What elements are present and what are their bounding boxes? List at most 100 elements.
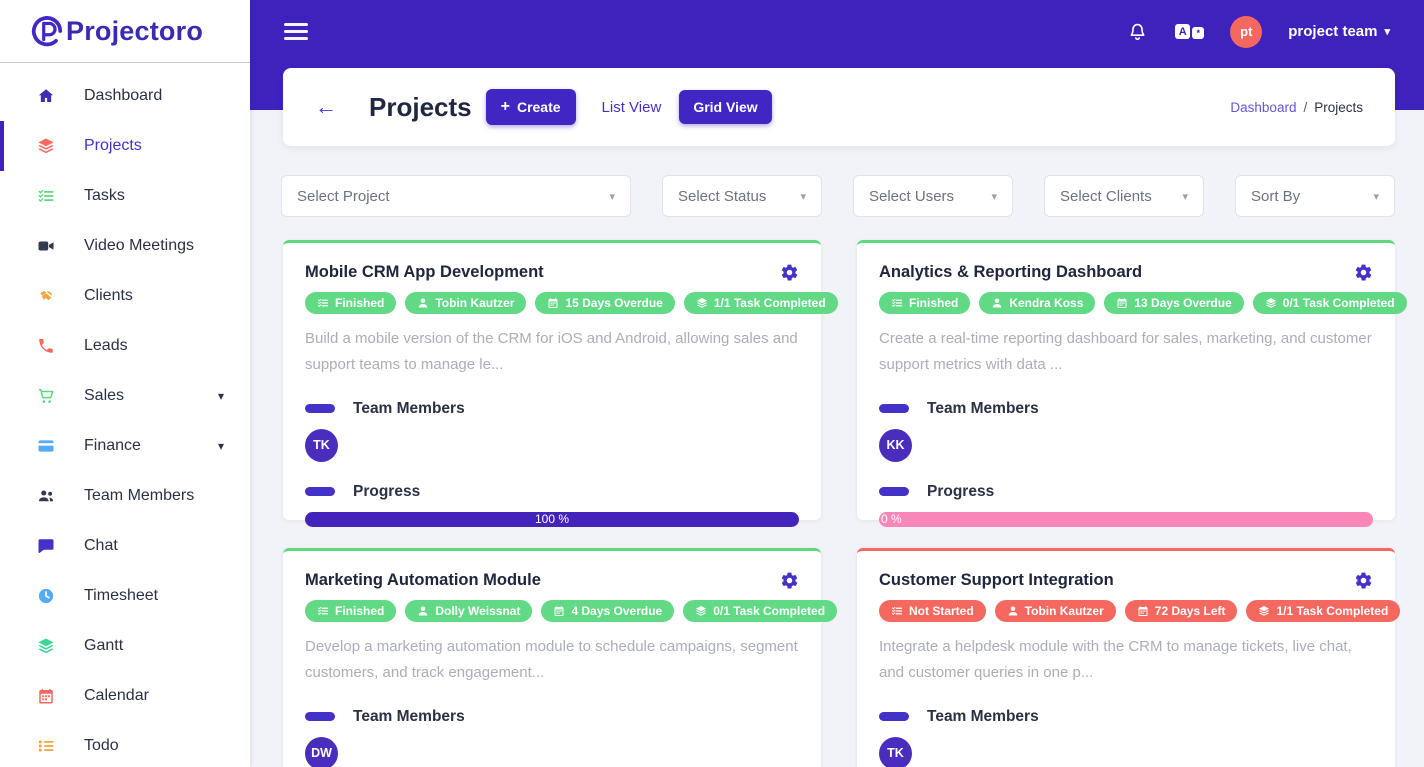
project-title: Customer Support Integration [879,571,1114,589]
project-description: Integrate a helpdesk module with the CRM… [879,638,1352,682]
sidebar-item-label: Chat [84,537,118,554]
sidebar-item-leads[interactable]: Leads [0,321,250,371]
sidebar-item-dashboard[interactable]: Dashboard [0,71,250,121]
person-icon [417,297,429,309]
dash-icon [305,712,335,721]
sidebar-item-clients[interactable]: Clients [0,271,250,321]
status-badge: Finished [305,600,397,622]
plus-icon: + [500,98,510,115]
sidebar: Projectoro Dashboard Projects Tasks Vide… [0,0,250,767]
logo-icon [30,14,64,48]
gear-icon[interactable] [1354,263,1373,282]
status-badge: Not Started [879,600,986,622]
gear-icon[interactable] [780,263,799,282]
due-date-badge: 15 Days Overdue [535,292,675,314]
create-button[interactable]: + Create [485,89,576,125]
sidebar-item-timesheet[interactable]: Timesheet [0,571,250,621]
main-area: A * pt project team ▾ ← Projects + Creat… [250,0,1424,767]
back-button[interactable]: ← [315,94,337,119]
owner-badge: Kendra Koss [979,292,1096,314]
sidebar-item-chat[interactable]: Chat [0,521,250,571]
tasks-badge: 0/1 Task Completed [1252,292,1407,314]
gear-icon[interactable] [780,571,799,590]
video-camera-icon [36,236,56,256]
sidebar-item-label: Team Members [84,487,195,504]
page-header: ← Projects + Create List View Grid View … [283,68,1395,146]
tasks-badge: 0/1 Task Completed [683,600,838,622]
home-icon [36,86,56,106]
project-description: Build a mobile version of the CRM for iO… [305,330,798,374]
sidebar-item-label: Calendar [84,687,149,704]
calendar-icon [547,297,559,309]
user-avatar[interactable]: pt [1230,15,1263,48]
list-check-icon [891,297,903,309]
list-check-icon [317,297,329,309]
project-description: Create a real-time reporting dashboard f… [879,330,1372,374]
sidebar-item-video-meetings[interactable]: Video Meetings [0,221,250,271]
app-logo[interactable]: Projectoro [0,0,250,63]
sidebar-item-tasks[interactable]: Tasks [0,171,250,221]
select-users-dropdown[interactable]: Select Users ▾ [853,175,1013,217]
sidebar-item-label: Timesheet [84,587,159,604]
due-date-badge: 72 Days Left [1124,600,1238,622]
tasks-badge: 1/1 Task Completed [1246,600,1401,622]
progress-value: 0 % [881,512,902,526]
sidebar-item-label: Tasks [84,187,125,204]
sidebar-item-label: Dashboard [84,87,163,104]
chevron-down-icon: ▾ [609,190,615,203]
sidebar-item-team-members[interactable]: Team Members [0,471,250,521]
tasks-badge: 1/1 Task Completed [683,292,838,314]
owner-badge: Dolly Weissnat [405,600,533,622]
project-card: Customer Support Integration Not Started… [857,548,1401,767]
layers-icon [1265,297,1277,309]
language-translate-icon[interactable]: A * [1175,24,1205,39]
sidebar-item-calendar[interactable]: Calendar [0,671,250,721]
progress-fill: 100 % [305,511,799,527]
gear-icon[interactable] [1354,571,1373,590]
chat-bubble-icon [36,536,56,556]
handshake-icon [36,286,56,306]
chevron-down-icon: ▾ [217,439,224,453]
select-status-value: Select Status [678,187,767,205]
project-card: Mobile CRM App Development Finished Tobi… [283,240,838,527]
dash-icon [305,404,335,413]
progress-label: Progress [353,482,421,500]
calendar-icon [553,605,565,617]
project-title: Marketing Automation Module [305,571,541,589]
member-avatar[interactable]: KK [879,428,912,462]
member-avatar[interactable]: DW [305,736,338,767]
person-icon [417,605,429,617]
sidebar-item-todo[interactable]: Todo [0,721,250,767]
breadcrumb: Dashboard / Projects [1230,100,1363,115]
sort-by-dropdown[interactable]: Sort By ▾ [1235,175,1395,217]
breadcrumb-current: Projects [1314,99,1363,115]
calendar-icon [1116,297,1128,309]
sidebar-item-sales[interactable]: Sales ▾ [0,371,250,421]
layers-icon [36,136,56,156]
user-menu[interactable]: project team ▾ [1288,23,1390,40]
sort-by-value: Sort By [1251,187,1301,205]
person-icon [991,297,1003,309]
select-status-dropdown[interactable]: Select Status ▾ [662,175,822,217]
select-clients-dropdown[interactable]: Select Clients ▾ [1044,175,1204,217]
sidebar-item-gantt[interactable]: Gantt [0,621,250,671]
select-project-value: Select Project [297,187,390,205]
list-view-button[interactable]: List View [601,98,662,116]
notifications-bell-icon[interactable] [1126,20,1149,43]
chevron-down-icon: ▾ [1384,26,1390,38]
grid-view-button[interactable]: Grid View [679,90,772,124]
list-icon [36,736,56,756]
member-avatar[interactable]: TK [305,428,338,462]
dash-icon [305,487,335,496]
select-project-dropdown[interactable]: Select Project ▾ [281,175,631,217]
sidebar-item-label: Todo [84,737,119,754]
project-title: Analytics & Reporting Dashboard [879,263,1143,281]
layers-icon [696,297,708,309]
calendar-icon [1137,605,1149,617]
member-avatar[interactable]: TK [879,736,912,767]
sidebar-item-finance[interactable]: Finance ▾ [0,421,250,471]
breadcrumb-dashboard-link[interactable]: Dashboard [1230,99,1297,115]
sidebar-item-projects[interactable]: Projects [0,121,250,171]
hamburger-menu-icon[interactable] [284,19,308,44]
sidebar-item-label: Leads [84,337,128,354]
